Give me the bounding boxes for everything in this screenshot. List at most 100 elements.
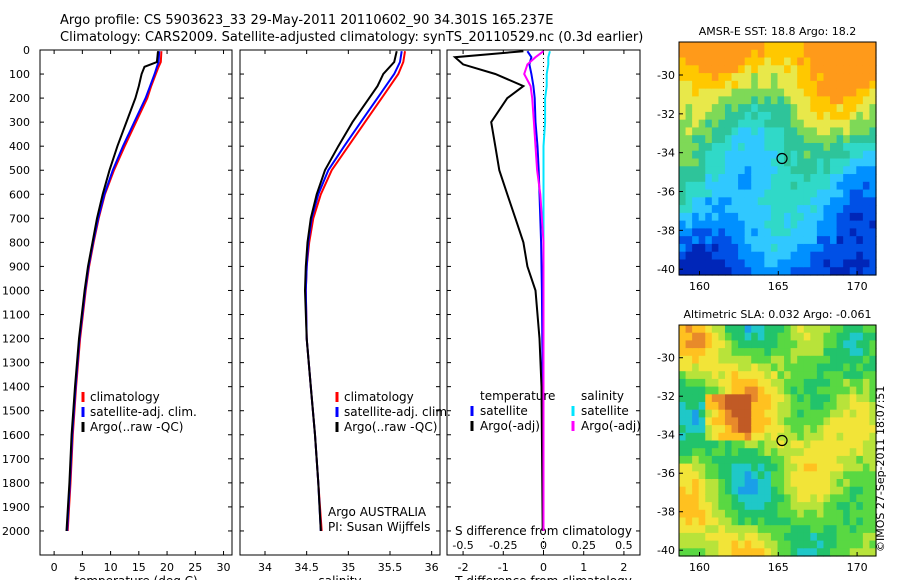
sla_map-cell <box>803 448 811 457</box>
sst_map-cell <box>757 220 765 229</box>
temperature-x-axis-label: temperature (deg C) <box>74 574 197 580</box>
sst_map-cell <box>810 73 818 82</box>
sla_map-cell <box>738 432 746 442</box>
sst_map-cell <box>770 174 779 183</box>
sla_map-cell <box>705 540 713 549</box>
sla_map-cell <box>685 432 693 442</box>
sla_map-cell <box>757 432 765 442</box>
sst_map-cell <box>830 212 838 222</box>
sst_map-cell <box>698 197 706 206</box>
sst_map-cell <box>744 127 752 136</box>
sla_map-cell <box>764 402 772 411</box>
sla_map-cell <box>810 340 818 349</box>
sst_map-cell <box>770 127 779 136</box>
sla_map-cell <box>790 509 798 519</box>
sst_map-cell <box>869 135 877 144</box>
sla_map-cell <box>810 517 818 526</box>
sst_map-cell <box>711 181 719 191</box>
sla_map-cell <box>731 486 739 495</box>
sst_map-cell <box>711 88 719 97</box>
sst_map-cell <box>803 65 811 74</box>
sst_map-cell <box>718 251 726 261</box>
sst_map-cell <box>751 197 759 206</box>
sst_map-cell <box>843 104 851 113</box>
sst_map-cell <box>790 158 798 167</box>
sla_map-cell <box>705 448 713 457</box>
sla_map-cell <box>679 394 687 403</box>
sst_map-cell <box>797 197 805 206</box>
sst_map-cell <box>790 181 798 191</box>
sst_map-cell <box>685 119 693 129</box>
sst_map-cell <box>698 251 706 261</box>
sla_map-cell <box>797 394 805 403</box>
sla_map-cell <box>764 463 772 472</box>
sla_map-cell <box>731 471 739 480</box>
sla_map-cell <box>810 479 818 488</box>
sst_map-cell <box>711 267 719 276</box>
sst_map-cell <box>757 96 765 105</box>
sst_map-cell <box>679 135 687 144</box>
sla_map-cell <box>738 525 746 534</box>
sla_map-cell <box>698 348 706 357</box>
sla_map-cell <box>869 432 877 442</box>
sla_map-cell <box>731 463 739 472</box>
sst_map-cell <box>731 267 739 276</box>
sla_map-cell <box>810 371 818 380</box>
sst_map-cell <box>738 57 746 66</box>
sla_map-cell <box>830 371 838 380</box>
sst_map-cell <box>784 142 792 152</box>
sst_map-cell <box>797 267 805 276</box>
sla_map-cell <box>757 363 765 372</box>
sla_map-cell <box>777 532 785 542</box>
sla_map-cell <box>685 325 693 334</box>
sla_map-cell <box>790 394 798 403</box>
sst_map-cell <box>731 236 739 245</box>
sst_map-cell <box>718 236 726 245</box>
sla_map-cell <box>770 540 779 549</box>
sst_map-cell <box>862 96 871 105</box>
sla_map-cell <box>862 455 871 465</box>
sla_map-cell <box>797 548 805 557</box>
sla_map-cell <box>751 463 759 472</box>
sla_map-cell <box>816 394 825 403</box>
sst_map-cell <box>744 158 752 167</box>
sla_map-cell <box>679 502 687 511</box>
sla_map-cell <box>849 463 857 472</box>
sla_map-cell <box>790 448 798 457</box>
sla_map-cell <box>685 509 693 519</box>
sst_map-cell <box>711 166 719 175</box>
sst_map-cell <box>784 181 792 191</box>
sla_map-cell <box>843 509 851 519</box>
sla_map-cell <box>836 355 844 365</box>
sst_map-cell <box>724 243 733 253</box>
sla_map-cell <box>830 325 838 334</box>
sla_map-cell <box>757 471 765 480</box>
sla_map-cell <box>692 325 700 334</box>
sst_map-cell <box>764 127 772 136</box>
sla_map-cell <box>757 402 765 411</box>
sla_map-cell <box>823 371 831 380</box>
sst_map-cell <box>790 127 798 136</box>
sst_map-cell <box>679 212 687 222</box>
sst_map-cell <box>764 49 772 59</box>
sst_map-cell <box>836 104 844 113</box>
sst_map-cell <box>711 65 719 74</box>
sla_map-cell <box>679 425 687 434</box>
sst_map-cell <box>679 150 687 160</box>
sst_map-cell <box>836 111 844 121</box>
sla_map-cell <box>718 471 726 480</box>
sla_map-cell <box>836 532 844 542</box>
sla_map-cell <box>843 340 851 349</box>
sla_map-cell <box>862 386 871 395</box>
sla_map-cell <box>744 463 752 472</box>
sla_map-cell <box>830 363 838 372</box>
sla_map-cell <box>830 540 838 549</box>
sla_map-cell <box>862 340 871 349</box>
sst_map-cell <box>777 158 785 167</box>
sst_map-cell <box>731 42 739 51</box>
sla_map-cell <box>849 448 857 457</box>
salinity-x-axis-label: salinity <box>318 574 361 580</box>
sst_map-cell <box>784 88 792 97</box>
sst_map-cell <box>862 111 871 121</box>
sla_map-cell <box>777 425 785 434</box>
